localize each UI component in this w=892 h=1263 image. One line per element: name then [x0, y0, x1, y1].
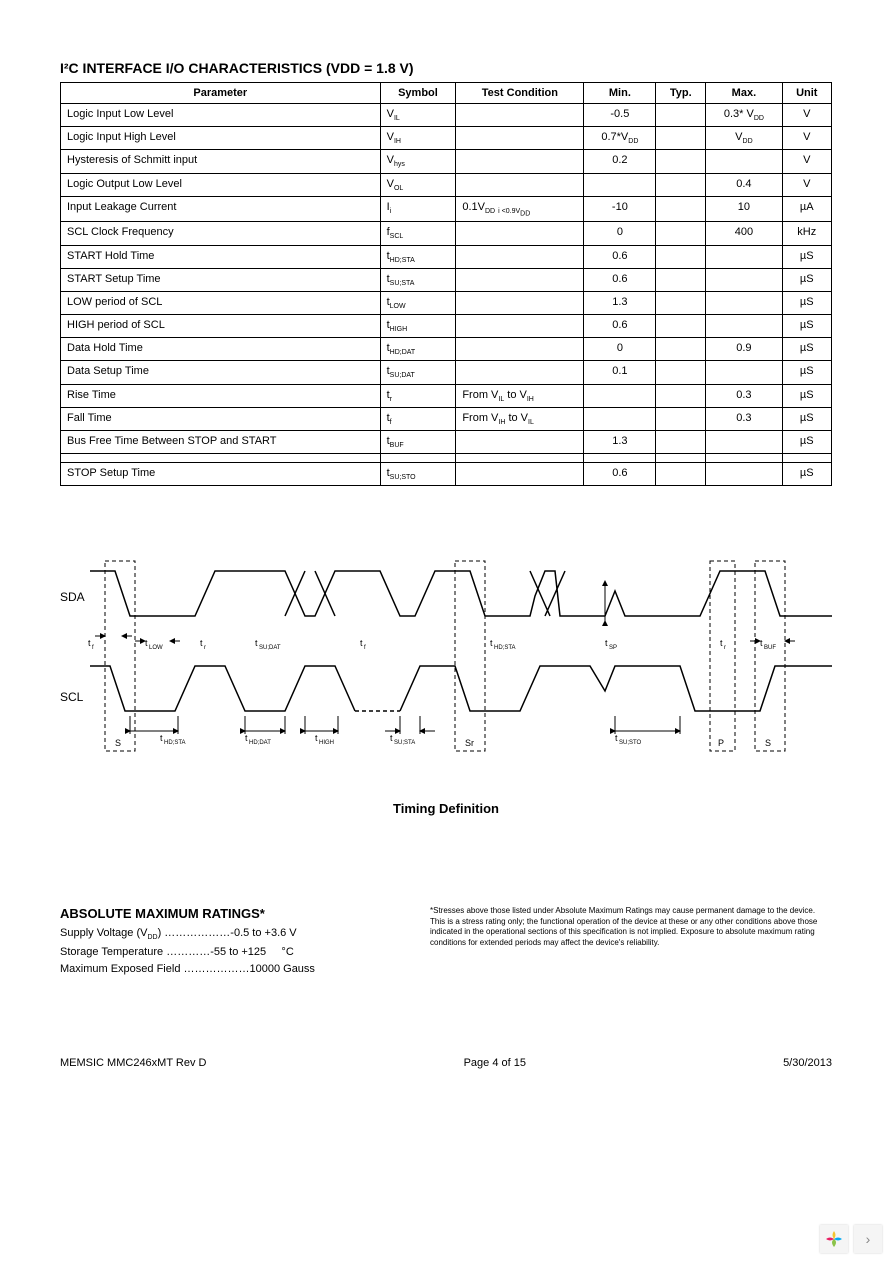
- svg-text:HD;STA: HD;STA: [164, 740, 186, 746]
- svg-text:f: f: [364, 645, 366, 651]
- svg-text:HD;DAT: HD;DAT: [249, 740, 271, 746]
- col-parameter: Parameter: [61, 83, 381, 104]
- svg-text:t: t: [315, 733, 318, 743]
- next-page-button[interactable]: ›: [854, 1225, 882, 1253]
- sda-label: SDA: [60, 590, 85, 604]
- svg-text:SP: SP: [609, 645, 617, 651]
- table-row: Fall TimetfFrom VIH to VIL0.3µS: [61, 407, 832, 430]
- svg-text:HIGH: HIGH: [319, 740, 334, 746]
- svg-text:t: t: [88, 638, 91, 648]
- svg-text:SU;DAT: SU;DAT: [259, 645, 281, 651]
- svg-text:HD;STA: HD;STA: [494, 645, 516, 651]
- footer-center: Page 4 of 15: [464, 1057, 526, 1069]
- table-row: Bus Free Time Between STOP and STARTtBUF…: [61, 431, 832, 454]
- svg-text:S: S: [115, 738, 121, 748]
- ratings-note: *Stresses above those listed under Absol…: [430, 906, 832, 977]
- col-unit: Unit: [782, 83, 831, 104]
- svg-text:t: t: [255, 638, 258, 648]
- table-header-row: Parameter Symbol Test Condition Min. Typ…: [61, 83, 832, 104]
- ratings-row: Maximum Exposed Field ………………10000 Gauss: [60, 961, 400, 978]
- svg-text:S: S: [765, 738, 771, 748]
- svg-text:t: t: [720, 638, 723, 648]
- svg-text:SU;STA: SU;STA: [394, 740, 415, 746]
- page-footer: MEMSIC MMC246xMT Rev D Page 4 of 15 5/30…: [60, 1057, 832, 1069]
- svg-text:t: t: [490, 638, 493, 648]
- table-row: Logic Input Low LevelVIL-0.50.3* VDDV: [61, 104, 832, 127]
- ratings-row: Storage Temperature …………-55 to +125 °C: [60, 944, 400, 961]
- svg-text:SU;STO: SU;STO: [619, 740, 642, 746]
- footer-left: MEMSIC MMC246xMT Rev D: [60, 1057, 206, 1069]
- pager-widget: ›: [820, 1225, 882, 1253]
- svg-text:r: r: [204, 645, 206, 651]
- svg-text:t: t: [605, 638, 608, 648]
- svg-text:BUF: BUF: [764, 645, 776, 651]
- table-row: HIGH period of SCLtHIGH0.6µS: [61, 315, 832, 338]
- ratings-row: Supply Voltage (VDD) ………………-0.5 to +3.6 …: [60, 925, 400, 944]
- svg-text:t: t: [245, 733, 248, 743]
- table-row: [61, 454, 832, 463]
- table-row: STOP Setup TimetSU;STO0.6µS: [61, 463, 832, 486]
- characteristics-table: Parameter Symbol Test Condition Min. Typ…: [60, 82, 832, 486]
- scl-label: SCL: [60, 690, 84, 704]
- table-row: Rise TimetrFrom VIL to VIH0.3µS: [61, 384, 832, 407]
- svg-text:LOW: LOW: [149, 645, 163, 651]
- svg-text:t: t: [145, 638, 148, 648]
- table-row: Input Leakage CurrentIi0.1VDD i <0.9VDD-…: [61, 196, 832, 222]
- table-row: Hysteresis of Schmitt inputVhys0.2V: [61, 150, 832, 173]
- timing-diagram: SDA SCL tf tLOW: [60, 546, 832, 816]
- table-row: Data Hold TimetHD;DAT00.9µS: [61, 338, 832, 361]
- brand-icon: [820, 1225, 848, 1253]
- col-symbol: Symbol: [380, 83, 456, 104]
- svg-text:f: f: [92, 645, 94, 651]
- table-row: SCL Clock FrequencyfSCL0400kHz: [61, 222, 832, 245]
- table-row: START Setup TimetSU;STA0.6µS: [61, 268, 832, 291]
- timing-caption: Timing Definition: [60, 801, 832, 816]
- svg-text:t: t: [760, 638, 763, 648]
- svg-text:Sr: Sr: [465, 738, 474, 748]
- svg-text:t: t: [200, 638, 203, 648]
- col-max: Max.: [706, 83, 782, 104]
- svg-text:r: r: [724, 645, 726, 651]
- col-condition: Test Condition: [456, 83, 584, 104]
- absolute-max-ratings: ABSOLUTE MAXIMUM RATINGS* Supply Voltage…: [60, 906, 832, 977]
- ratings-title: ABSOLUTE MAXIMUM RATINGS*: [60, 906, 400, 921]
- svg-text:t: t: [615, 733, 618, 743]
- ratings-values: ABSOLUTE MAXIMUM RATINGS* Supply Voltage…: [60, 906, 400, 977]
- table-row: START Hold TimetHD;STA0.6µS: [61, 245, 832, 268]
- svg-text:t: t: [390, 733, 393, 743]
- table-row: Data Setup TimetSU;DAT0.1µS: [61, 361, 832, 384]
- table-row: Logic Input High LevelVIH0.7*VDDVDDV: [61, 127, 832, 150]
- datasheet-page: I²C INTERFACE I/O CHARACTERISTICS (VDD =…: [0, 0, 892, 1109]
- svg-text:P: P: [718, 738, 724, 748]
- footer-right: 5/30/2013: [783, 1057, 832, 1069]
- table-row: LOW period of SCLtLOW1.3µS: [61, 291, 832, 314]
- timing-svg: SDA SCL tf tLOW: [60, 546, 832, 766]
- section-title: I²C INTERFACE I/O CHARACTERISTICS (VDD =…: [60, 60, 832, 76]
- svg-text:t: t: [360, 638, 363, 648]
- svg-text:t: t: [160, 733, 163, 743]
- col-min: Min.: [584, 83, 656, 104]
- table-row: Logic Output Low LevelVOL0.4V: [61, 173, 832, 196]
- col-typ: Typ.: [656, 83, 706, 104]
